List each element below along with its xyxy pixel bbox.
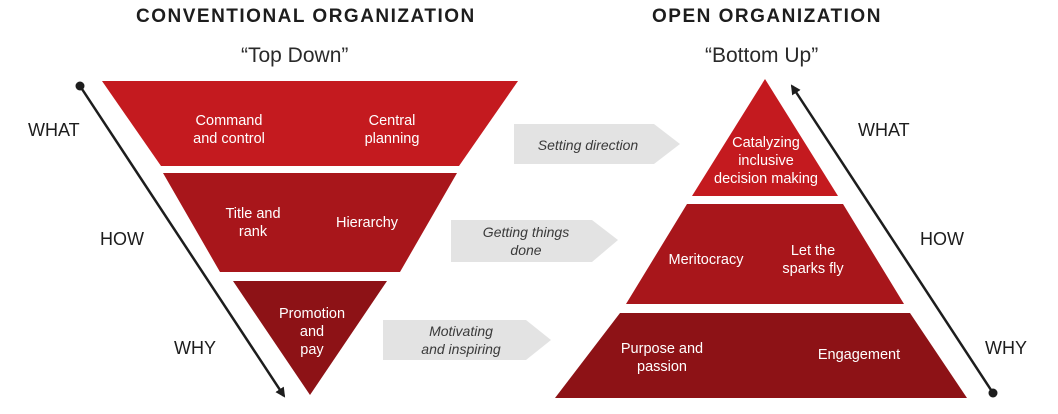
connector-arrow-execution — [451, 220, 618, 262]
left-tier-middle-right-label: Hierarchy — [335, 215, 399, 231]
left-tier-top-left-label: Command and control — [193, 113, 265, 147]
left-level-why: WHY — [174, 338, 216, 358]
right-tier-top-label: Catalyzing inclusive decision making — [714, 135, 818, 187]
left-flow-arrow — [78, 85, 286, 398]
connector-label-direction: Setting direction — [537, 137, 639, 153]
right-tier-middle-right-label: Let the sparks fly — [782, 243, 844, 277]
right-flow-start-dot — [988, 388, 998, 398]
connector-arrow-direction — [514, 124, 680, 164]
right-tier-bottom — [555, 313, 967, 398]
left-tier-middle — [163, 173, 457, 272]
right-tier-bottom-left-label: Purpose and passion — [620, 341, 704, 375]
right-tier-top — [692, 79, 838, 196]
right-level-how: HOW — [920, 229, 964, 249]
right-tier-middle — [626, 204, 904, 304]
right-tier-middle-left-label: Meritocracy — [668, 252, 744, 268]
left-tier-middle-left-label: Title and rank — [225, 206, 281, 240]
left-tier-top — [102, 81, 518, 166]
left-title: CONVENTIONAL ORGANIZATION — [136, 6, 476, 27]
left-level-what: WHAT — [28, 120, 80, 140]
right-level-why: WHY — [985, 338, 1027, 358]
left-tier-bottom-label: Promotion and pay — [278, 306, 346, 358]
connector-label-execution: Getting things done — [482, 224, 570, 258]
connector-label-motivation: Motivating and inspiring — [421, 323, 501, 357]
right-tier-bottom-right-label: Engagement — [817, 347, 901, 363]
connector-arrow-motivation — [383, 320, 551, 360]
right-subtitle: “Bottom Up” — [705, 44, 819, 67]
left-level-how: HOW — [100, 229, 144, 249]
left-flow-start-dot — [75, 81, 85, 91]
right-level-what: WHAT — [858, 120, 910, 140]
left-subtitle: “Top Down” — [241, 44, 349, 67]
left-tier-bottom — [233, 281, 387, 395]
right-flow-arrow — [790, 84, 995, 394]
left-tier-top-right-label: Central planning — [364, 113, 420, 147]
right-title: OPEN ORGANIZATION — [652, 6, 882, 27]
